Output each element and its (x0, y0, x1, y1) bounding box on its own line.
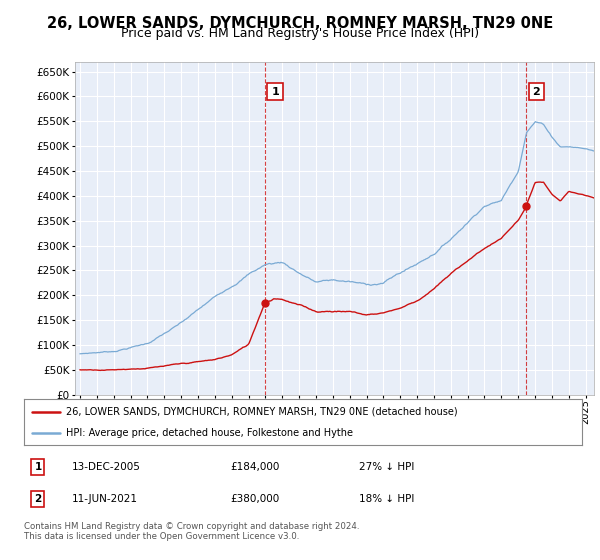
Text: 1: 1 (34, 461, 41, 472)
Text: 2: 2 (34, 494, 41, 504)
Text: £184,000: £184,000 (230, 461, 280, 472)
Text: £380,000: £380,000 (230, 494, 280, 504)
Text: 2: 2 (532, 87, 540, 96)
Text: 1: 1 (271, 87, 279, 96)
Text: 26, LOWER SANDS, DYMCHURCH, ROMNEY MARSH, TN29 0NE (detached house): 26, LOWER SANDS, DYMCHURCH, ROMNEY MARSH… (66, 407, 457, 417)
Text: HPI: Average price, detached house, Folkestone and Hythe: HPI: Average price, detached house, Folk… (66, 428, 353, 438)
Text: 18% ↓ HPI: 18% ↓ HPI (359, 494, 414, 504)
Text: 27% ↓ HPI: 27% ↓ HPI (359, 461, 414, 472)
Text: 13-DEC-2005: 13-DEC-2005 (71, 461, 140, 472)
Text: 11-JUN-2021: 11-JUN-2021 (71, 494, 137, 504)
Text: 26, LOWER SANDS, DYMCHURCH, ROMNEY MARSH, TN29 0NE: 26, LOWER SANDS, DYMCHURCH, ROMNEY MARSH… (47, 16, 553, 31)
Text: Price paid vs. HM Land Registry's House Price Index (HPI): Price paid vs. HM Land Registry's House … (121, 27, 479, 40)
Text: Contains HM Land Registry data © Crown copyright and database right 2024.
This d: Contains HM Land Registry data © Crown c… (24, 522, 359, 542)
